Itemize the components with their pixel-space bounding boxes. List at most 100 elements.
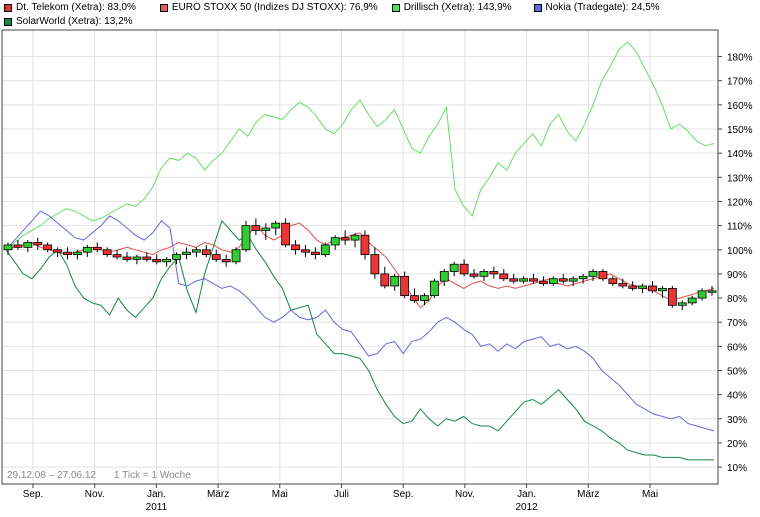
candle-body — [658, 287, 667, 292]
candle-body — [707, 290, 717, 293]
y-tick-label: 140% — [727, 149, 753, 160]
candle-body — [221, 259, 231, 263]
legend-swatch — [4, 18, 12, 26]
candle-body — [231, 249, 241, 263]
candle-body — [479, 271, 489, 277]
candle-body — [400, 275, 410, 297]
x-tick-label: März — [207, 489, 229, 500]
x-tick-label: Sep. — [23, 489, 44, 500]
candle-body — [588, 271, 598, 277]
candle-body — [509, 278, 519, 282]
candle-body — [291, 244, 300, 251]
candle-body — [3, 244, 13, 251]
candle-body — [539, 280, 548, 284]
candles-layer — [3, 218, 717, 311]
legend-label: Dt. Telekom (Xetra): 83,0% — [16, 2, 136, 13]
candle-body — [578, 275, 588, 280]
legend-swatch — [533, 4, 542, 12]
candle-body — [370, 254, 380, 275]
x-tick-label: Nov. — [85, 489, 105, 500]
y-tick-label: 50% — [727, 367, 747, 378]
candle-body — [687, 297, 697, 304]
legend-label: Drillisch (Xetra): 143,9% — [403, 2, 512, 13]
candle-body — [33, 242, 43, 246]
candle-body — [43, 244, 53, 251]
legend-label: EURO STOXX 50 (Indizes DJ STOXX): 76,9% — [171, 2, 378, 13]
legend-row-1: Dt. Telekom (Xetra): 83,0% EURO STOXX 50… — [4, 1, 756, 15]
candle-body — [82, 246, 92, 253]
x-tick-label: Jan. — [147, 489, 166, 500]
legend-item-telekom: Dt. Telekom (Xetra): 83,0% — [4, 1, 136, 15]
x-year-label: 2011 — [146, 502, 168, 513]
candle-body — [618, 283, 628, 287]
y-axis: 10% 20% 30% 40% 50% 60% 70% 80% 90% 100% 110% 120% 1… — [718, 53, 753, 474]
candle-body — [410, 295, 419, 301]
candle-body — [360, 234, 370, 255]
y-tick-label: 110% — [727, 222, 752, 233]
x-tick-label: Jan. — [517, 489, 536, 500]
y-tick-label: 170% — [727, 77, 753, 88]
candle-body — [142, 256, 152, 260]
y-tick-label: 100% — [727, 246, 753, 257]
legend-item-nokia: Nokia (Tradegate): 24,5% — [533, 1, 660, 15]
candle-body — [73, 251, 82, 255]
y-tick-label: 180% — [727, 53, 753, 64]
candle-body — [390, 275, 400, 287]
candle-body — [697, 290, 707, 299]
footer-tick: 1 Tick = 1 Woche — [114, 470, 191, 481]
candle-body — [191, 249, 201, 253]
candle-body — [13, 244, 23, 248]
legend-swatch — [159, 4, 168, 12]
candle-body — [628, 285, 638, 289]
candle-body — [53, 249, 62, 253]
legend-swatch — [391, 4, 400, 12]
x-tick-label: Juli — [334, 489, 349, 500]
x-year-label: 2012 — [515, 502, 538, 513]
candle-body — [499, 273, 509, 280]
candle-body — [449, 263, 459, 272]
candle-body — [211, 254, 221, 260]
x-tick-label: Mai — [272, 489, 288, 500]
candle-body — [648, 285, 657, 292]
candle-body — [469, 273, 479, 277]
plot-frame — [1, 29, 719, 485]
legend-row-2: SolarWorld (Xetra): 13,2% — [4, 15, 756, 29]
candle-body — [251, 225, 261, 231]
candle-body — [310, 251, 320, 255]
candle-body — [92, 246, 102, 251]
x-tick-label: Sep. — [393, 489, 414, 500]
candle-body — [489, 271, 499, 275]
legend-label: SolarWorld (Xetra): 13,2% — [16, 16, 133, 27]
candle-body — [548, 278, 558, 284]
footer-range: 29.12.08 – 27.06.12 — [7, 470, 96, 481]
candle-body — [667, 287, 677, 306]
x-tick-label: März — [577, 489, 599, 500]
y-tick-label: 90% — [727, 270, 747, 281]
candle-body — [102, 249, 112, 255]
candle-body — [608, 278, 618, 284]
y-tick-label: 30% — [727, 415, 747, 426]
y-tick-label: 120% — [727, 197, 753, 208]
y-tick-label: 160% — [727, 101, 753, 112]
y-tick-label: 80% — [727, 294, 747, 305]
candle-body — [162, 259, 172, 263]
candle-body — [261, 227, 271, 231]
candle-body — [459, 263, 469, 275]
x-tick-label: Mai — [642, 489, 658, 500]
grid — [2, 30, 718, 484]
candle-body — [112, 254, 122, 258]
series-layer — [5, 41, 715, 461]
candle-body — [330, 237, 340, 246]
candle-body — [519, 278, 529, 282]
y-tick-label: 60% — [727, 342, 747, 353]
candle-body — [340, 237, 350, 241]
series-line — [5, 222, 715, 309]
x-axis: Sep. Nov. Jan. 2011 März Mai Juli Sep. Nov. Jan. 2… — [23, 484, 658, 513]
legend-item-eurostoxx: EURO STOXX 50 (Indizes DJ STOXX): 76,9% — [159, 1, 378, 15]
y-tick-label: 20% — [727, 439, 747, 450]
candle-body — [132, 256, 142, 260]
series-line — [5, 41, 715, 251]
candle-body — [558, 278, 568, 282]
candle-body — [301, 249, 310, 253]
